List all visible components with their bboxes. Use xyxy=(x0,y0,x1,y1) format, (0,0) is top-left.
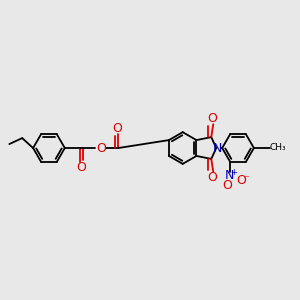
Text: O: O xyxy=(222,179,232,192)
Text: O: O xyxy=(207,112,217,125)
Text: O: O xyxy=(76,161,86,174)
Text: ⁻: ⁻ xyxy=(243,175,249,184)
Text: CH₃: CH₃ xyxy=(269,142,286,152)
Text: O: O xyxy=(97,142,106,154)
Text: +: + xyxy=(231,168,238,177)
Text: N: N xyxy=(224,169,234,182)
Text: N: N xyxy=(212,142,222,154)
Text: O: O xyxy=(207,171,217,184)
Text: O: O xyxy=(236,174,246,187)
Text: O: O xyxy=(112,122,122,135)
